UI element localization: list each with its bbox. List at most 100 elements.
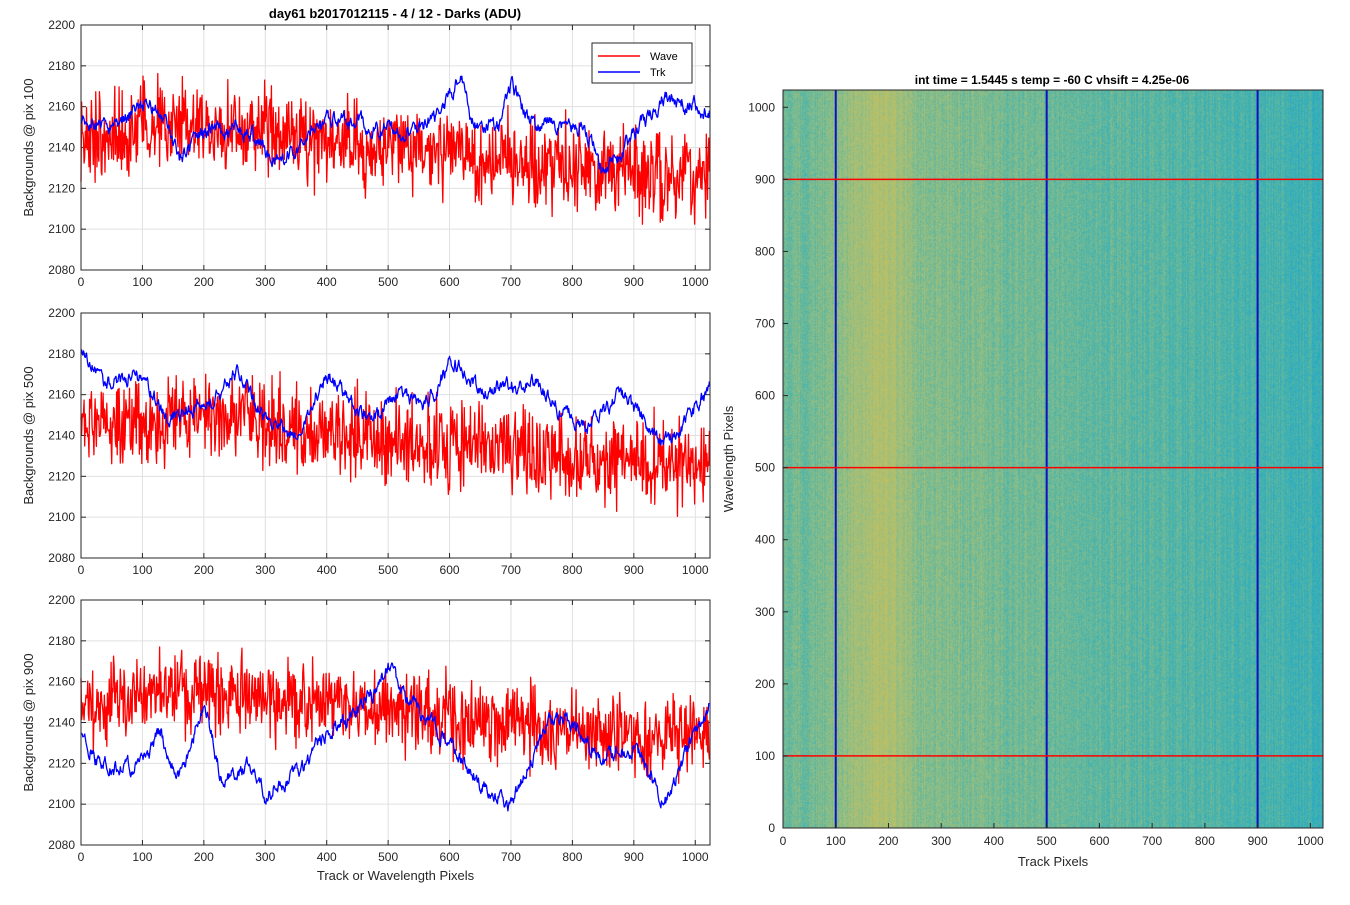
x-tick-label: 0 — [78, 275, 85, 289]
y-tick-label: 100 — [755, 749, 775, 763]
y-tick-label: 2100 — [48, 797, 75, 811]
x-tick-label: 1000 — [1297, 834, 1324, 848]
x-tick-label: 100 — [132, 275, 152, 289]
y-tick-label: 2200 — [48, 593, 75, 607]
x-tick-label: 500 — [378, 563, 398, 577]
x-tick-label: 600 — [1089, 834, 1109, 848]
x-tick-label: 400 — [317, 563, 337, 577]
y-axis-label: Backgrounds @ pix 100 — [21, 78, 36, 216]
x-tick-label: 200 — [194, 275, 214, 289]
y-tick-label: 2120 — [48, 756, 75, 770]
x-tick-label: 1000 — [682, 563, 709, 577]
series-line-trk — [80, 349, 711, 446]
x-tick-label: 300 — [255, 850, 275, 864]
x-tick-label: 400 — [984, 834, 1004, 848]
y-tick-label: 2140 — [48, 716, 75, 730]
heatmap-panel: int time = 1.5445 s temp = -60 C vhsift … — [721, 73, 1324, 869]
x-tick-label: 600 — [440, 850, 460, 864]
y-tick-label: 2160 — [48, 675, 75, 689]
x-tick-label: 600 — [440, 275, 460, 289]
y-axis-label: Backgrounds @ pix 500 — [21, 366, 36, 504]
x-tick-label: 700 — [501, 275, 521, 289]
x-tick-label: 800 — [562, 563, 582, 577]
line-panel-pix-500: 0 100 200 300 400 500 600 700 800 900 1000 2080 2100… — [21, 306, 711, 577]
axes-frame — [80, 312, 711, 559]
y-axis-label: Backgrounds @ pix 900 — [21, 653, 36, 791]
x-tick-label: 600 — [440, 563, 460, 577]
x-tick-label: 300 — [931, 834, 951, 848]
y-tick-label: 2140 — [48, 429, 75, 443]
axes-frame — [782, 89, 1324, 829]
x-tick-label: 0 — [78, 850, 85, 864]
y-tick-label: 2080 — [48, 551, 75, 565]
x-tick-label: 500 — [1037, 834, 1057, 848]
y-tick-label: 2180 — [48, 634, 75, 648]
x-tick-label: 400 — [317, 275, 337, 289]
x-tick-label: 700 — [1142, 834, 1162, 848]
x-tick-label: 500 — [378, 850, 398, 864]
x-tick-label: 300 — [255, 563, 275, 577]
axes-frame — [80, 24, 711, 271]
y-tick-label: 0 — [768, 821, 775, 835]
x-tick-label: 900 — [1248, 834, 1268, 848]
y-tick-label: 500 — [755, 461, 775, 475]
x-tick-label: 800 — [562, 275, 582, 289]
x-tick-label: 200 — [878, 834, 898, 848]
heatmap-title: int time = 1.5445 s temp = -60 C vhsift … — [915, 73, 1190, 87]
y-tick-label: 1000 — [748, 100, 775, 114]
y-tick-label: 2120 — [48, 181, 75, 195]
axes-frame — [80, 599, 711, 846]
x-tick-label: 800 — [562, 850, 582, 864]
x-tick-label: 300 — [255, 275, 275, 289]
y-tick-label: 400 — [755, 533, 775, 547]
x-tick-label: 1000 — [682, 850, 709, 864]
y-tick-label: 2180 — [48, 347, 75, 361]
y-tick-label: 800 — [755, 244, 775, 258]
y-tick-label: 700 — [755, 317, 775, 331]
y-tick-label: 2120 — [48, 469, 75, 483]
legend-box — [591, 42, 693, 84]
series-line-wave — [80, 646, 711, 784]
x-tick-label: 100 — [132, 850, 152, 864]
x-tick-label: 800 — [1195, 834, 1215, 848]
x-tick-label: 0 — [780, 834, 787, 848]
series-line-wave — [80, 371, 711, 517]
x-tick-label: 900 — [624, 275, 644, 289]
y-tick-label: 2140 — [48, 141, 75, 155]
legend-label-wave: Wave — [650, 51, 678, 63]
series-line-trk — [80, 662, 710, 812]
x-axis-label: Track Pixels — [1018, 854, 1089, 869]
x-tick-label: 900 — [624, 850, 644, 864]
x-tick-label: 900 — [624, 563, 644, 577]
y-tick-label: 2180 — [48, 59, 75, 73]
y-tick-label: 2200 — [48, 306, 75, 320]
x-tick-label: 0 — [78, 563, 85, 577]
y-tick-label: 200 — [755, 677, 775, 691]
y-tick-label: 300 — [755, 605, 775, 619]
heatmap-image — [783, 90, 1323, 828]
x-tick-label: 100 — [826, 834, 846, 848]
series-line-trk — [80, 75, 711, 174]
y-tick-label: 2160 — [48, 100, 75, 114]
x-tick-label: 500 — [378, 275, 398, 289]
y-tick-label: 2100 — [48, 222, 75, 236]
x-tick-label: 100 — [132, 563, 152, 577]
y-tick-label: 900 — [755, 172, 775, 186]
x-tick-label: 200 — [194, 850, 214, 864]
x-tick-label: 400 — [317, 850, 337, 864]
x-tick-label: 700 — [501, 850, 521, 864]
x-tick-label: 700 — [501, 563, 521, 577]
figure-title: day61 b2017012115 - 4 / 12 - Darks (ADU) — [269, 6, 521, 21]
y-tick-label: 2080 — [48, 263, 75, 277]
y-axis-label: Wavelength Pixels — [721, 405, 736, 512]
legend-label-trk: Trk — [650, 67, 666, 79]
y-tick-label: 600 — [755, 389, 775, 403]
heatmap-raster — [783, 90, 1323, 828]
line-panel-pix-900: 0 100 200 300 400 500 600 700 800 900 1000 2080 2100… — [21, 593, 711, 883]
x-tick-label: 1000 — [682, 275, 709, 289]
y-tick-label: 2200 — [48, 18, 75, 32]
y-tick-label: 2080 — [48, 838, 75, 852]
y-tick-label: 2100 — [48, 510, 75, 524]
